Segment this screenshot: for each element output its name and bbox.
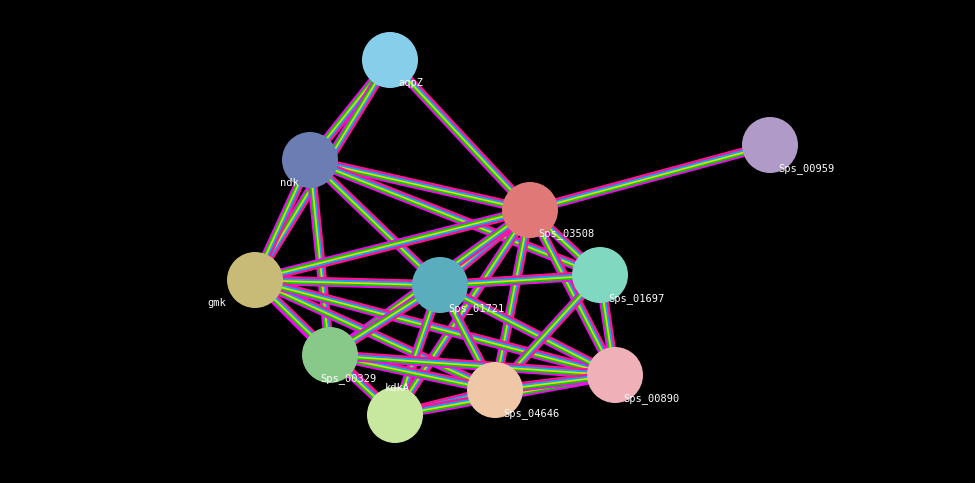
Text: aqpZ: aqpZ bbox=[398, 78, 423, 88]
Circle shape bbox=[362, 32, 418, 88]
Text: Sps_00329: Sps_00329 bbox=[320, 373, 376, 384]
Circle shape bbox=[412, 257, 468, 313]
Circle shape bbox=[742, 117, 798, 173]
Circle shape bbox=[572, 247, 628, 303]
Circle shape bbox=[587, 347, 643, 403]
Text: gmk: gmk bbox=[207, 298, 226, 308]
Text: Sps_01697: Sps_01697 bbox=[608, 293, 664, 304]
Circle shape bbox=[227, 252, 283, 308]
Text: Sps_00959: Sps_00959 bbox=[778, 163, 835, 174]
Circle shape bbox=[502, 182, 558, 238]
Circle shape bbox=[282, 132, 338, 188]
Text: Sps_00890: Sps_00890 bbox=[623, 393, 680, 404]
Text: ndk: ndk bbox=[280, 178, 298, 188]
Text: kdkA: kdkA bbox=[385, 383, 410, 393]
Text: Sps_01721: Sps_01721 bbox=[448, 303, 504, 314]
Circle shape bbox=[367, 387, 423, 443]
Circle shape bbox=[467, 362, 523, 418]
Text: Sps_03508: Sps_03508 bbox=[538, 228, 594, 239]
Text: Sps_04646: Sps_04646 bbox=[503, 408, 560, 419]
Circle shape bbox=[302, 327, 358, 383]
